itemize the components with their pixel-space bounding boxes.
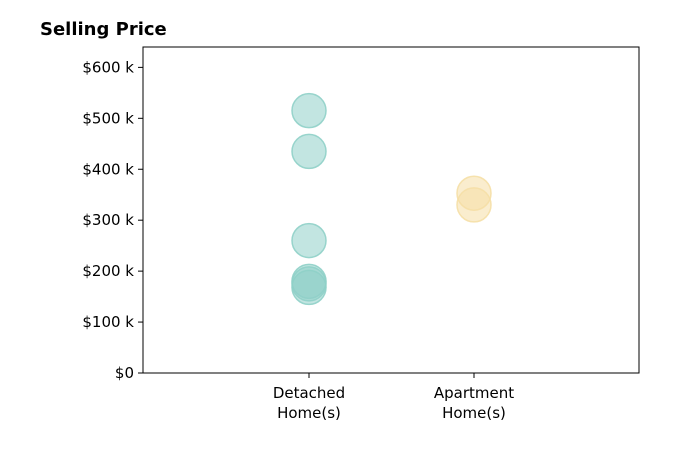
chart-title: Selling Price xyxy=(40,19,167,40)
y-axis: $0 $100 k $200 k $300 k $400 k $500 k $600 k xyxy=(82,58,143,382)
x-tick-label: Detached Home(s) xyxy=(273,384,345,422)
data-point xyxy=(291,133,327,170)
y-tick-label: $300 k xyxy=(82,211,134,229)
x-axis: Detached Home(s) Apartment Home(s) xyxy=(273,373,514,422)
data-point xyxy=(291,92,327,129)
y-tick-label: $100 k xyxy=(82,313,134,331)
data-point xyxy=(456,187,492,223)
y-tick-label: $400 k xyxy=(82,160,134,178)
data-point xyxy=(291,269,327,306)
y-tick-label: $200 k xyxy=(82,262,134,280)
y-tick-label: $600 k xyxy=(82,58,134,76)
y-tick-label: $0 xyxy=(115,364,134,382)
plot-frame xyxy=(142,46,640,374)
x-tick-label: Apartment Home(s) xyxy=(434,384,514,422)
y-tick-label: $500 k xyxy=(82,109,134,127)
points-layer xyxy=(291,92,492,306)
data-point xyxy=(291,222,327,259)
